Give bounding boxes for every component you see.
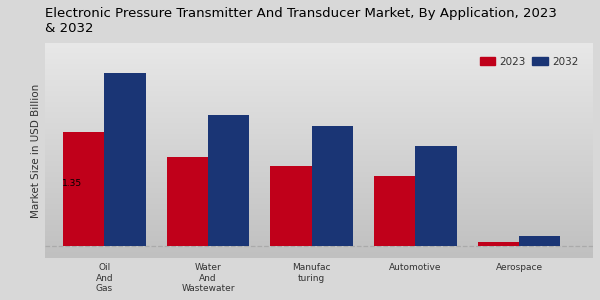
Bar bbox=[104, 73, 146, 246]
Bar bbox=[270, 166, 311, 246]
Bar bbox=[167, 157, 208, 246]
Bar bbox=[478, 242, 519, 246]
Bar bbox=[311, 126, 353, 246]
Bar bbox=[374, 176, 415, 246]
Y-axis label: Market Size in USD Billion: Market Size in USD Billion bbox=[31, 84, 41, 218]
Text: Electronic Pressure Transmitter And Transducer Market, By Application, 2023
& 20: Electronic Pressure Transmitter And Tran… bbox=[45, 7, 557, 35]
Bar bbox=[208, 115, 250, 246]
Bar bbox=[63, 132, 104, 246]
Text: 1.35: 1.35 bbox=[62, 178, 82, 188]
Legend: 2023, 2032: 2023, 2032 bbox=[475, 52, 583, 71]
Bar bbox=[415, 146, 457, 246]
Bar bbox=[519, 236, 560, 246]
